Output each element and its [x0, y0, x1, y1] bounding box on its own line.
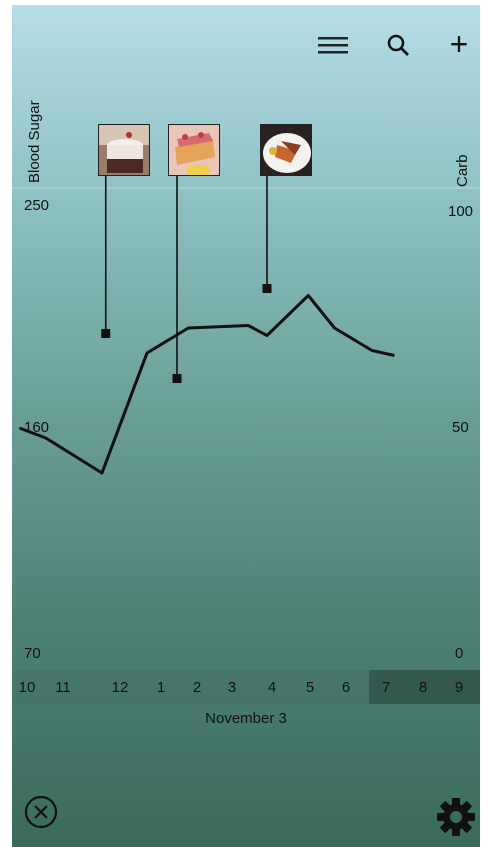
future-hours-region [369, 670, 480, 704]
right-tick-100: 100 [448, 203, 474, 220]
hour-label-11[interactable]: 11 [55, 679, 71, 696]
carb-marker-point [101, 329, 111, 338]
left-tick-250: 250 [24, 197, 50, 214]
carb-marker-point [262, 284, 272, 293]
hour-label-5[interactable]: 5 [305, 679, 315, 696]
plus-icon[interactable]: + [449, 26, 469, 62]
left-tick-70: 70 [24, 645, 41, 662]
dessert-cup-icon [99, 125, 149, 175]
hour-label-3[interactable]: 3 [227, 679, 237, 696]
hour-label-12[interactable]: 12 [111, 679, 129, 696]
food-thumbnail-cake[interactable] [168, 124, 220, 176]
hour-label-2[interactable]: 2 [192, 679, 202, 696]
hamburger-menu-icon[interactable] [317, 33, 349, 57]
left-tick-160: 160 [24, 419, 50, 436]
hour-timeline: 10 11 12 1 2 3 4 5 6 7 8 9 [12, 670, 480, 704]
right-tick-0: 0 [455, 645, 464, 662]
gear-icon[interactable] [436, 797, 476, 837]
hour-label-1[interactable]: 1 [156, 679, 166, 696]
right-tick-50: 50 [452, 419, 469, 436]
blood-sugar-chart [12, 176, 480, 475]
hour-label-8[interactable]: 8 [418, 679, 428, 696]
cake-slice-icon [169, 125, 219, 175]
hour-label-10[interactable]: 10 [18, 679, 36, 696]
plated-meal-icon [261, 125, 311, 175]
hour-label-7[interactable]: 7 [381, 679, 391, 696]
food-thumbnail-dessert[interactable] [98, 124, 150, 176]
blood-sugar-line [18, 294, 395, 475]
food-thumbnail-meal[interactable] [260, 124, 312, 176]
app-screen: + Blood Sugar Carb 250 160 70 100 50 0 [12, 5, 480, 847]
hour-label-9[interactable]: 9 [454, 679, 464, 696]
date-label: November 3 [205, 710, 287, 727]
search-icon[interactable] [382, 29, 414, 61]
close-circle-icon[interactable] [24, 795, 58, 829]
hour-label-4[interactable]: 4 [267, 679, 277, 696]
hour-label-6[interactable]: 6 [341, 679, 351, 696]
carb-marker-point [172, 374, 182, 383]
